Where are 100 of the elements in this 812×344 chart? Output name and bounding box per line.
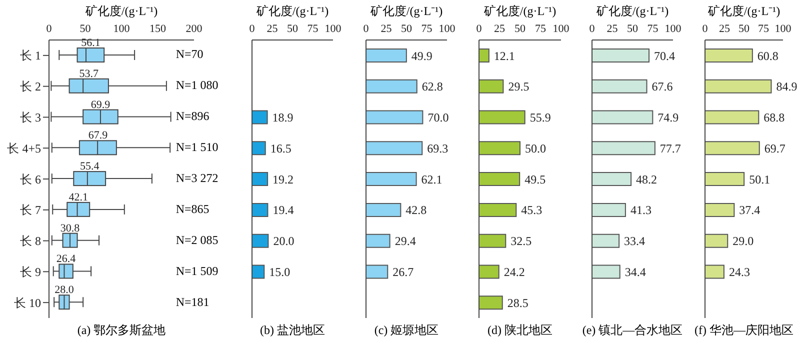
x-tick-label: 0 xyxy=(363,23,370,35)
data-label: 12.1 xyxy=(494,48,515,63)
bar xyxy=(592,141,656,156)
bar xyxy=(705,264,724,279)
x-tick-label: 25 xyxy=(380,23,392,35)
annotation: N=3 272 xyxy=(176,171,218,185)
data-label: 16.5 xyxy=(270,141,292,156)
y-tick-label: 长 2 xyxy=(20,80,41,94)
bar xyxy=(366,172,417,186)
x-tick-label: 75 xyxy=(647,23,659,35)
x-tick-label: 100 xyxy=(664,23,682,35)
y-tick-label: 长 8 xyxy=(20,234,41,248)
text: 42.1 xyxy=(68,191,88,204)
bar xyxy=(705,79,772,94)
x-tick-label: 100 xyxy=(113,23,130,35)
x-tick-label: 0 xyxy=(702,23,708,35)
data-label: 28.5 xyxy=(507,296,528,310)
data-label: 41.3 xyxy=(630,203,652,218)
bar xyxy=(366,264,388,279)
x-axis-title: 矿化度/(g·L⁻¹) xyxy=(85,4,158,18)
y-tick-label: 长 4+5 xyxy=(7,141,41,156)
annotation: N=1 510 xyxy=(176,140,218,154)
text: 69.9 xyxy=(90,98,110,111)
data-label: 48.2 xyxy=(636,172,658,186)
bar xyxy=(479,296,503,310)
text: 28.0 xyxy=(54,284,74,296)
bar xyxy=(366,234,390,248)
annotation: N=1 509 xyxy=(176,264,218,278)
x-tick-label: 0 xyxy=(476,23,482,35)
data-label: 50.1 xyxy=(749,172,770,186)
text: 53.7 xyxy=(79,68,98,80)
data-label: 20.0 xyxy=(273,234,294,248)
x-tick-label: 75 xyxy=(758,23,770,35)
data-label: 70.0 xyxy=(428,110,449,125)
x-axis-title: 矿化度/(g·L⁻¹) xyxy=(596,4,669,18)
data-label: 50.0 xyxy=(525,141,546,156)
data-label: 49.5 xyxy=(524,172,546,186)
text: (d) 陕北地区 xyxy=(488,323,552,337)
bar xyxy=(366,79,418,94)
bar xyxy=(479,202,517,217)
bar xyxy=(592,79,648,94)
bar xyxy=(366,48,407,62)
data-label: 62.8 xyxy=(422,80,443,94)
y-tick-label: 长 10 xyxy=(14,296,41,310)
bar xyxy=(592,172,632,186)
data-label: 77.7 xyxy=(660,141,681,156)
x-tick-label: 0 xyxy=(249,23,256,35)
data-label: 29.0 xyxy=(732,234,754,248)
bar xyxy=(479,264,500,279)
data-label: 68.8 xyxy=(764,110,785,125)
x-tick-label: 50 xyxy=(287,23,298,35)
x-tick-label: 50 xyxy=(627,23,638,35)
data-label: 18.9 xyxy=(272,110,294,125)
x-tick-label: 150 xyxy=(150,23,166,35)
text: 26.4 xyxy=(56,253,76,266)
bar xyxy=(479,48,490,62)
y-tick-label: 长 3 xyxy=(20,110,41,124)
y-tick-label: 长 1 xyxy=(20,48,41,63)
x-tick-label: 100 xyxy=(438,23,456,35)
text: (a) 鄂尔多斯盆地 xyxy=(77,323,166,337)
data-label: 24.3 xyxy=(728,264,750,279)
data-label: 32.5 xyxy=(510,234,532,248)
x-tick-label: 75 xyxy=(535,23,546,35)
text: (b) 盐池地区 xyxy=(260,323,325,337)
annotation: N=896 xyxy=(176,109,210,124)
text: 55.4 xyxy=(80,160,100,173)
x-tick-label: 0 xyxy=(589,23,596,35)
data-label: 62.1 xyxy=(421,172,442,186)
x-tick-label: 50 xyxy=(80,23,92,35)
text: (c) 姬塬地区 xyxy=(374,323,439,337)
bar xyxy=(705,141,760,156)
bar xyxy=(592,264,620,279)
annotation: N=865 xyxy=(176,202,210,216)
data-label: 19.4 xyxy=(272,203,294,218)
bar xyxy=(366,141,423,156)
text: (e) 镇北—合水地区 xyxy=(582,323,683,337)
x-tick-label: 25 xyxy=(606,23,618,35)
data-label: 42.8 xyxy=(406,203,427,218)
bar xyxy=(705,110,760,124)
data-label: 69.3 xyxy=(427,141,448,156)
bar xyxy=(592,202,626,217)
x-tick-label: 75 xyxy=(307,23,319,35)
annotation: N=181 xyxy=(176,294,210,309)
x-tick-label: 75 xyxy=(421,23,433,35)
data-label: 34.4 xyxy=(624,264,646,279)
bar xyxy=(479,234,506,248)
data-label: 29.5 xyxy=(508,80,530,94)
x-tick-label: 50 xyxy=(514,23,526,35)
text: 67.9 xyxy=(88,130,108,142)
x-tick-label: 100 xyxy=(774,23,792,35)
data-label: 26.7 xyxy=(392,264,414,279)
annotation: N=1 080 xyxy=(176,78,218,92)
data-label: 74.9 xyxy=(658,110,679,125)
x-tick-label: 200 xyxy=(186,23,203,35)
bar xyxy=(592,110,654,124)
x-tick-label: 0 xyxy=(46,23,52,35)
data-label: 84.9 xyxy=(776,80,798,94)
bar xyxy=(705,234,728,248)
bar xyxy=(366,110,424,124)
data-label: 19.2 xyxy=(272,172,294,186)
